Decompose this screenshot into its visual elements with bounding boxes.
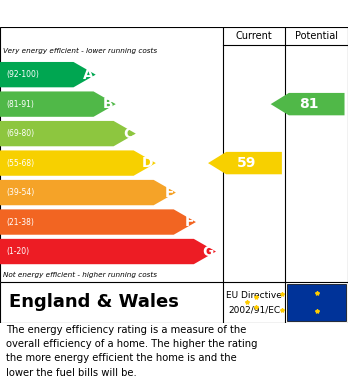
- Text: Energy Efficiency Rating: Energy Efficiency Rating: [9, 7, 219, 23]
- Text: A: A: [83, 68, 94, 82]
- Text: 59: 59: [237, 156, 256, 170]
- Polygon shape: [271, 93, 345, 115]
- Polygon shape: [208, 152, 282, 174]
- Polygon shape: [0, 121, 136, 146]
- Bar: [287, 283, 346, 321]
- Text: C: C: [124, 127, 134, 141]
- Text: Potential: Potential: [295, 31, 338, 41]
- Text: (1-20): (1-20): [6, 247, 29, 256]
- Text: D: D: [142, 156, 154, 170]
- Polygon shape: [0, 239, 216, 264]
- Polygon shape: [0, 62, 96, 87]
- Text: B: B: [103, 97, 114, 111]
- Text: (92-100): (92-100): [6, 70, 39, 79]
- Text: 81: 81: [300, 97, 319, 111]
- Text: (55-68): (55-68): [6, 159, 34, 168]
- Text: (21-38): (21-38): [6, 217, 34, 226]
- Text: Not energy efficient - higher running costs: Not energy efficient - higher running co…: [3, 272, 158, 278]
- Text: F: F: [184, 215, 194, 229]
- Text: (69-80): (69-80): [6, 129, 34, 138]
- Text: (39-54): (39-54): [6, 188, 34, 197]
- Text: 2002/91/EC: 2002/91/EC: [228, 306, 280, 315]
- Text: EU Directive: EU Directive: [226, 291, 282, 300]
- Text: E: E: [164, 186, 174, 199]
- Text: Very energy efficient - lower running costs: Very energy efficient - lower running co…: [3, 48, 158, 54]
- Text: (81-91): (81-91): [6, 100, 34, 109]
- Polygon shape: [0, 91, 116, 117]
- Text: England & Wales: England & Wales: [9, 293, 179, 311]
- Polygon shape: [0, 180, 176, 205]
- Polygon shape: [0, 209, 196, 235]
- Text: The energy efficiency rating is a measure of the
overall efficiency of a home. T: The energy efficiency rating is a measur…: [6, 325, 258, 378]
- Text: G: G: [203, 244, 214, 258]
- Polygon shape: [0, 151, 156, 176]
- Text: Current: Current: [236, 31, 272, 41]
